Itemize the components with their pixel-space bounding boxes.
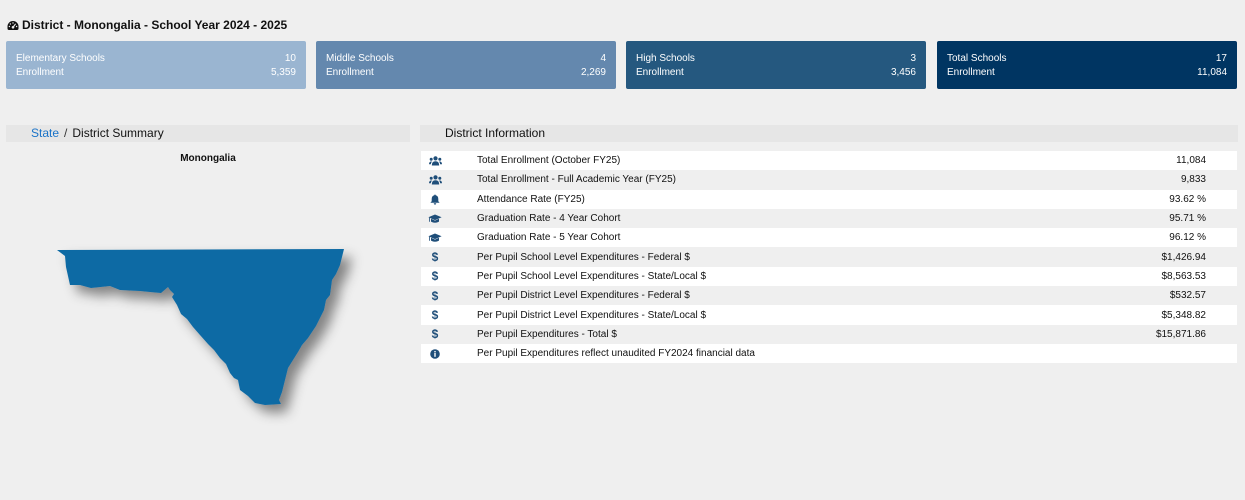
info-label: Per Pupil School Level Expenditures - St… (477, 270, 707, 282)
breadcrumb-current: District Summary (72, 126, 164, 140)
card-label: Total Schools (947, 53, 1007, 64)
info-label: Per Pupil District Level Expenditures - … (477, 309, 706, 321)
breadcrumb-state-link[interactable]: State (31, 126, 60, 140)
users-icon (421, 175, 449, 185)
card-count: 17 (1215, 53, 1227, 64)
card-count: 4 (600, 53, 606, 64)
dollar-icon: $ (431, 288, 439, 303)
dashboard-icon (7, 20, 19, 30)
info-row-graduation-4-year: Graduation Rate - 4 Year Cohort 95.71 % (421, 208, 1237, 229)
info-row-district-state-local-expenditure: $ Per Pupil District Level Expenditures … (421, 305, 1237, 325)
dollar-icon: $ (431, 308, 439, 323)
info-value: $5,348.82 (1161, 309, 1207, 321)
info-row-expenditure-note: Per Pupil Expenditures reflect unaudited… (421, 343, 1237, 364)
card-sub-value: 5,359 (270, 67, 296, 78)
card-label: Elementary Schools (16, 53, 105, 64)
info-value: $532.57 (1169, 290, 1206, 302)
bell-icon (421, 194, 449, 205)
county-map (57, 249, 344, 405)
info-value: 11,084 (1176, 155, 1206, 167)
info-row-total-enrollment-october: Total Enrollment (October FY25) 11,084 (421, 151, 1237, 171)
page-title-text: District - Monongalia - School Year 2024… (22, 18, 288, 32)
info-label: Total Enrollment - Full Academic Year (F… (477, 174, 676, 186)
info-label: Total Enrollment (October FY25) (477, 155, 621, 167)
info-row-attendance-rate: Attendance Rate (FY25) 93.62 % (421, 189, 1237, 209)
dollar-icon: $ (431, 327, 439, 342)
card-count: 3 (910, 53, 916, 64)
school-summary-cards: Elementary Schools 10 Enrollment 5,359 M… (6, 41, 1238, 89)
info-label: Per Pupil School Level Expenditures - Fe… (477, 251, 690, 263)
info-row-total-expenditure: $ Per Pupil Expenditures - Total $ $15,8… (421, 324, 1237, 344)
card-sub-value: 2,269 (580, 67, 606, 78)
info-label: Per Pupil District Level Expenditures - … (477, 290, 690, 302)
card-sub-label: Enrollment (636, 67, 684, 78)
breadcrumb: State / District Summary (6, 125, 410, 142)
info-row-school-state-local-expenditure: $ Per Pupil School Level Expenditures - … (421, 266, 1237, 287)
info-value: $1,426.94 (1161, 251, 1207, 263)
card-label: High Schools (636, 53, 695, 64)
users-icon (421, 155, 449, 166)
graduation-cap-icon (421, 214, 449, 224)
page-title: District - Monongalia - School Year 2024… (7, 18, 287, 32)
info-row-district-federal-expenditure: $ Per Pupil District Level Expenditures … (421, 286, 1237, 306)
info-value: $15,871.86 (1155, 328, 1206, 340)
dollar-icon: $ (431, 250, 439, 265)
card-label: Middle Schools (326, 53, 394, 64)
breadcrumb-separator: / (64, 126, 68, 140)
district-info-header: District Information (420, 125, 1238, 142)
info-value: 9,833 (1180, 174, 1206, 186)
card-middle-schools: Middle Schools 4 Enrollment 2,269 (316, 41, 616, 89)
card-sub-label: Enrollment (16, 67, 64, 78)
info-row-graduation-5-year: Graduation Rate - 5 Year Cohort 96.12 % (421, 228, 1237, 248)
card-elementary-schools: Elementary Schools 10 Enrollment 5,359 (6, 41, 306, 89)
info-value: $8,563.53 (1161, 270, 1207, 282)
card-sub-value: 11,084 (1197, 67, 1227, 78)
card-total-schools: Total Schools 17 Enrollment 11,084 (937, 41, 1237, 89)
info-label: Per Pupil Expenditures reflect unaudited… (477, 348, 755, 360)
info-circle-icon (421, 348, 449, 359)
county-name-label: Monongalia (180, 153, 236, 164)
card-sub-label: Enrollment (947, 67, 995, 78)
graduation-cap-icon (421, 233, 449, 243)
info-value: 93.62 % (1169, 193, 1206, 205)
info-row-total-enrollment-full-year: Total Enrollment - Full Academic Year (F… (421, 170, 1237, 190)
card-high-schools: High Schools 3 Enrollment 3,456 (626, 41, 926, 89)
district-info-table: Total Enrollment (October FY25) 11,084 T… (421, 151, 1237, 364)
info-value: 95.71 % (1169, 213, 1206, 225)
card-count: 10 (284, 53, 296, 64)
card-sub-value: 3,456 (890, 67, 916, 78)
info-value: 96.12 % (1169, 232, 1206, 244)
info-label: Graduation Rate - 4 Year Cohort (477, 213, 621, 225)
card-sub-label: Enrollment (326, 67, 374, 78)
info-row-school-federal-expenditure: $ Per Pupil School Level Expenditures - … (421, 247, 1237, 267)
dollar-icon: $ (431, 269, 439, 284)
info-label: Per Pupil Expenditures - Total $ (477, 328, 617, 340)
info-label: Attendance Rate (FY25) (477, 193, 585, 205)
info-label: Graduation Rate - 5 Year Cohort (477, 232, 621, 244)
